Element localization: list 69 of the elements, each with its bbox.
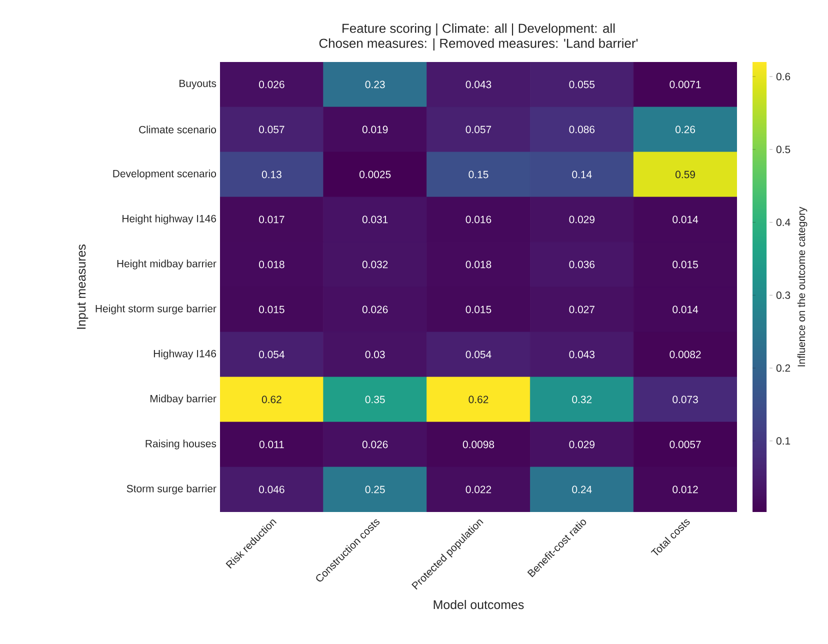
- data-label: 0.0057: [670, 440, 701, 448]
- data-label: 0.0082: [670, 350, 701, 358]
- data-label: 0.62: [468, 396, 488, 404]
- y-tick-label: Midbay barrier: [150, 394, 216, 404]
- data-label: 0.015: [466, 306, 492, 314]
- data-label: 0.13: [262, 170, 282, 178]
- y-axis-title: Input measures: [76, 244, 88, 329]
- data-label: 0.014: [672, 216, 698, 224]
- data-label: 0.018: [466, 260, 492, 268]
- data-label: 0.031: [362, 216, 388, 224]
- data-label: 0.029: [569, 216, 594, 224]
- color-bar-label: 0.5: [776, 146, 790, 154]
- data-label: 0.057: [259, 126, 284, 134]
- data-label: 0.014: [672, 306, 698, 314]
- data-label: 0.019: [362, 126, 388, 134]
- data-label: 0.59: [676, 170, 695, 178]
- data-label: 0.054: [259, 350, 284, 358]
- chart-subtitle: Chosen measures: | Removed measures: 'Land barrier': [319, 38, 638, 51]
- color-bar-label: 0.3: [776, 291, 790, 299]
- data-label: 0.032: [362, 260, 388, 268]
- y-tick-label: Highway I146: [154, 350, 216, 360]
- data-label: 0.057: [466, 126, 492, 134]
- y-tick-label: Raising houses: [146, 440, 216, 450]
- data-label: 0.073: [672, 396, 698, 404]
- data-label: 0.0071: [670, 80, 701, 88]
- y-tick-label: Storm surge barrier: [126, 484, 216, 494]
- data-label: 0.03: [365, 350, 385, 358]
- data-label: 0.011: [259, 440, 284, 448]
- data-label: 0.086: [569, 126, 595, 134]
- y-tick-label: Height midbay barrier: [117, 260, 216, 270]
- data-label: 0.029: [569, 440, 594, 448]
- data-label: 0.015: [259, 306, 284, 314]
- data-label: 0.35: [365, 396, 385, 404]
- data-label: 0.25: [365, 486, 385, 494]
- data-label: 0.62: [262, 396, 282, 404]
- data-label: 0.0025: [360, 170, 391, 178]
- data-label: 0.046: [259, 486, 284, 494]
- data-label: 0.32: [572, 396, 592, 404]
- color-bar-label: 0.1: [776, 437, 790, 445]
- data-label: 0.055: [569, 80, 595, 88]
- chart-title: Feature scoring | Climate: all | Development: all: [342, 23, 615, 36]
- data-label: 0.14: [572, 170, 592, 178]
- data-label: 0.026: [259, 80, 284, 88]
- data-label: 0.054: [466, 350, 492, 358]
- data-label: 0.026: [362, 306, 388, 314]
- data-label: 0.036: [569, 260, 595, 268]
- y-tick-label: Buyouts: [180, 80, 216, 90]
- x-axis-title: Model outcomes: [434, 600, 524, 610]
- data-label: 0.015: [672, 260, 698, 268]
- data-label: 0.043: [466, 80, 492, 88]
- data-label: 0.23: [365, 80, 385, 88]
- data-label: 0.26: [676, 126, 696, 134]
- color-bar-label: 0.6: [776, 72, 790, 80]
- data-label: 0.027: [569, 306, 594, 314]
- data-label: 0.012: [672, 486, 698, 494]
- data-label: 0.026: [362, 440, 388, 448]
- data-label: 0.016: [466, 216, 492, 224]
- color-bar-title: Influence on the outcome category: [797, 206, 808, 366]
- data-label: 0.043: [569, 350, 595, 358]
- data-label: 0.018: [259, 260, 284, 268]
- data-label: 0.15: [468, 170, 488, 178]
- color-bar-label: 0.4: [776, 218, 790, 226]
- data-label: 0.017: [259, 216, 284, 224]
- y-tick-label: Height storm surge barrier: [96, 304, 216, 314]
- color-bar-label: 0.2: [776, 364, 790, 372]
- y-tick-label: Climate scenario: [139, 126, 216, 134]
- y-tick-label: Development scenario: [113, 170, 216, 180]
- y-tick-label: Height highway I146: [122, 214, 216, 224]
- data-label: 0.0098: [462, 440, 494, 448]
